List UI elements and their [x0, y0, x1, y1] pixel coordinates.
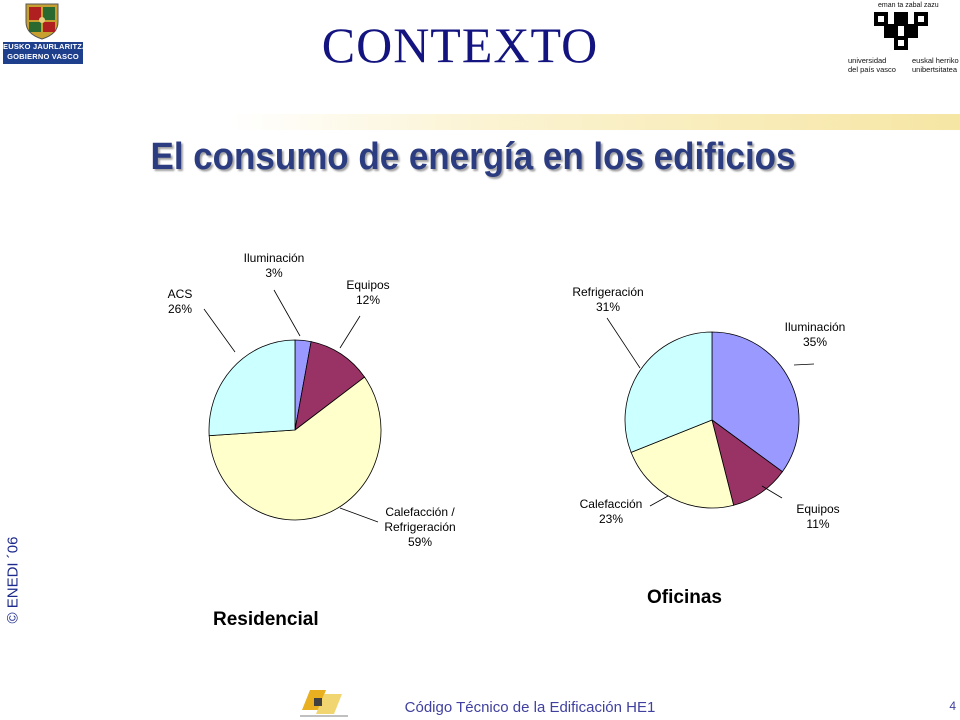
slice-label-1-3: Refrigeración 31%: [572, 285, 643, 314]
page-number: 4: [949, 699, 956, 713]
gobierno-vasco-logo: EUSKO JAURLARITZA GOBIERNO VASCO: [3, 2, 87, 66]
ehu-right-line1: euskal herriko: [912, 56, 959, 65]
gv-line2: GOBIERNO VASCO: [7, 52, 79, 61]
slice-label-1-2: Calefacción 23%: [580, 497, 643, 526]
ehu-right-line2: unibertsitatea: [912, 65, 958, 74]
residencial-chart-title: Residencial: [213, 609, 319, 630]
slice-leader-line-1-0: [793, 363, 815, 366]
pie-slice-1-0: [711, 331, 800, 473]
title-underline-band: [230, 114, 960, 130]
slice-label-0-3: ACS 26%: [168, 287, 193, 316]
slice-label-1-0: Iluminación 35%: [785, 320, 846, 349]
pie-slice-0-3: [208, 339, 296, 437]
slice-leader-line-1-2: [649, 495, 669, 507]
slice-label-0-0: Iluminación 3%: [244, 251, 305, 280]
slice-leader-line-0-3: [203, 308, 236, 353]
pie-slice-0-1: [294, 341, 366, 431]
pie-slice-0-2: [208, 376, 382, 521]
slice-label-0-1: Equipos 12%: [346, 278, 389, 307]
cte-logo-icon: [300, 690, 348, 717]
page-title: CONTEXTO: [321, 17, 599, 73]
slice-leader-line-0-1: [339, 315, 361, 349]
slice-leader-line-0-2: [339, 507, 379, 523]
slice-leader-line-1-3: [606, 317, 641, 369]
page-subtitle: El consumo de energía en los edificios: [150, 136, 796, 178]
ehu-emblem-icon: [874, 12, 928, 50]
footer-text: Código Técnico de la Edificación HE1: [404, 699, 656, 716]
ehu-left-line2: del país vasco: [848, 65, 896, 74]
ehu-left-line1: universidad: [848, 56, 887, 65]
slice-leader-line-1-1: [761, 485, 783, 499]
pie-slice-1-3: [624, 331, 713, 453]
slice-label-0-2: Calefacción / Refrigeración 59%: [384, 505, 455, 549]
ehu-motto: eman ta zabal zazu: [878, 2, 939, 9]
ehu-spanish-name: universidad del país vasco: [848, 56, 896, 74]
pie-slice-1-2: [630, 419, 735, 509]
coat-of-arms-icon: [25, 3, 59, 40]
copyright-vertical: © ENEDI ´06: [0, 520, 26, 640]
ehu-basque-name: euskal herriko unibertsitatea: [912, 56, 959, 74]
gv-line1: EUSKO JAURLARITZA: [3, 42, 88, 51]
slice-label-1-1: Equipos 11%: [796, 502, 839, 531]
copyright-text: © ENEDI ´06: [4, 536, 22, 624]
gobierno-vasco-label: EUSKO JAURLARITZA GOBIERNO VASCO: [3, 42, 88, 64]
slice-leader-line-0-0: [273, 289, 301, 337]
oficinas-chart-title: Oficinas: [647, 587, 722, 608]
